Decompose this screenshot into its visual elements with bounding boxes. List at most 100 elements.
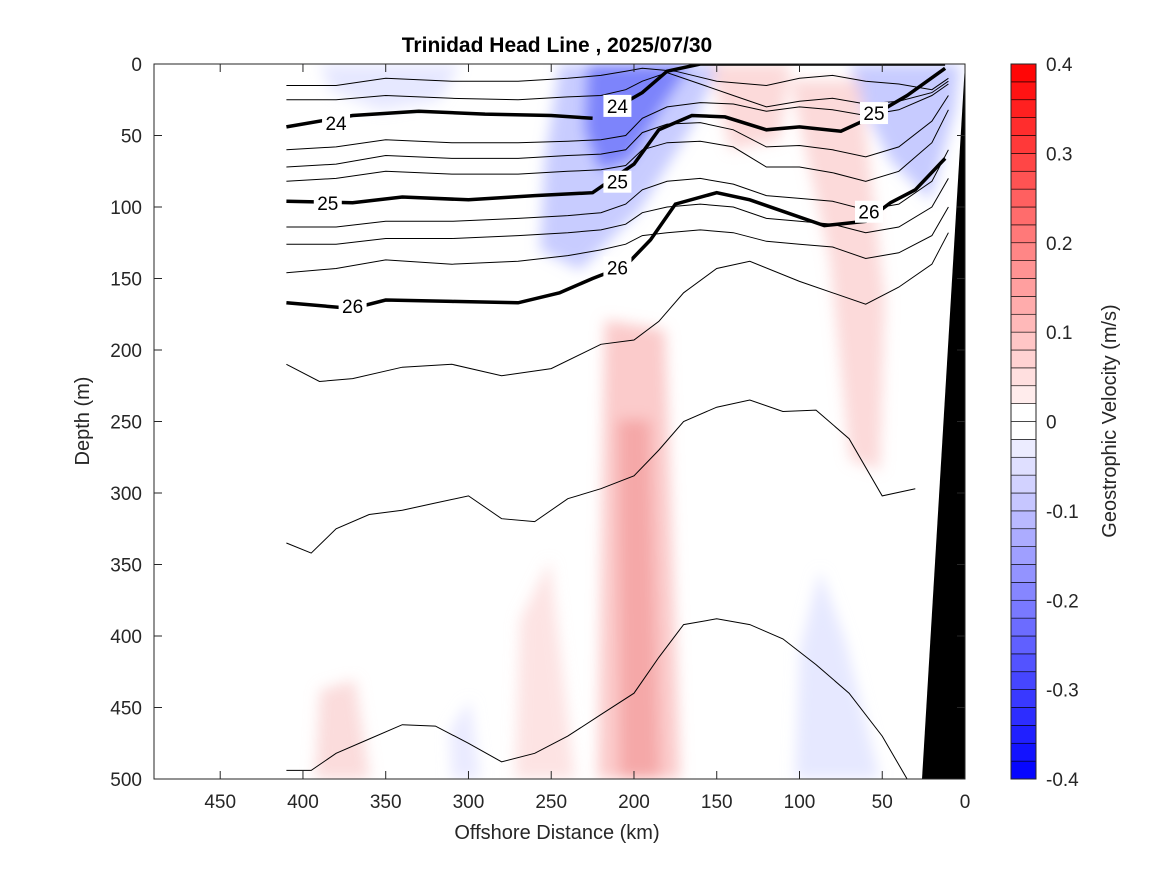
x-axis-label: Offshore Distance (km) <box>454 822 659 844</box>
colorbar-tick-label-6: -0.2 <box>1046 591 1079 612</box>
contour-label-bg-2 <box>313 192 342 215</box>
isopycnal-thin-6 <box>286 178 949 245</box>
colorbar-swatch-20 <box>1010 403 1037 422</box>
colorbar-swatch-28 <box>1010 260 1037 279</box>
colorbar-swatch-38 <box>1010 81 1037 101</box>
colorbar-tick-label-2: 0.2 <box>1046 234 1072 255</box>
isopycnal-thin-3 <box>286 95 949 168</box>
colorbar-swatch-1 <box>1010 742 1037 762</box>
y-tick-label-6: 300 <box>110 484 142 505</box>
contour-label-bg-1 <box>603 94 632 117</box>
isopycnal-thin-8 <box>286 232 949 383</box>
contour-label-1: 24 <box>607 97 629 118</box>
colorbar-swatch-3 <box>1010 707 1037 726</box>
colorbar-tick-label-4: 0 <box>1046 413 1057 434</box>
x-axis: 450 400 350 300 250 200 150 100 50 0 <box>204 64 970 813</box>
contour-label-bg-4 <box>859 102 888 125</box>
colorbar-swatch-11 <box>1010 564 1037 583</box>
y-axis-label: Depth (m) <box>72 377 94 466</box>
y-tick-label-10: 500 <box>110 770 142 791</box>
y-tick-label-8: 400 <box>110 627 142 648</box>
contour-label-0: 24 <box>325 114 347 135</box>
y-tick-label-9: 450 <box>110 699 142 720</box>
x-tick-label-7: 100 <box>784 792 816 813</box>
colorbar-swatch-39 <box>1010 63 1037 83</box>
colorbar-swatch-18 <box>1010 439 1037 458</box>
colorbar-swatch-21 <box>1010 385 1037 404</box>
colorbar-swatch-4 <box>1010 689 1037 708</box>
colorbar-swatch-14 <box>1010 510 1037 530</box>
colorbar: 0.4 0.3 0.2 0.1 0 -0.1 -0.2 -0.3 -0.4 <box>1010 55 1079 791</box>
x-tick-label-6: 150 <box>701 792 733 813</box>
colorbar-swatch-27 <box>1010 278 1037 297</box>
colorbar-swatch-19 <box>1010 421 1037 440</box>
isopycnal-labels: 24 24 25 25 25 26 26 26 <box>313 94 888 318</box>
contour-label-6: 26 <box>607 258 628 279</box>
colorbar-swatch-13 <box>1010 528 1037 547</box>
seafloor-bathymetry <box>922 64 965 779</box>
colorbar-swatch-6 <box>1010 653 1037 673</box>
x-tick-label-4: 250 <box>535 792 567 813</box>
colorbar-swatch-0 <box>1010 760 1037 780</box>
colorbar-swatch-30 <box>1010 224 1037 244</box>
colorbar-swatch-25 <box>1010 313 1037 333</box>
isopycnal-thin-10 <box>286 618 908 779</box>
y-tick-label-3: 150 <box>110 270 142 291</box>
contour-label-2: 25 <box>317 194 338 215</box>
colorbar-swatch-23 <box>1010 349 1037 369</box>
colorbar-swatch-37 <box>1010 99 1037 118</box>
colorbar-swatch-22 <box>1010 367 1037 387</box>
contour-label-bg-5 <box>338 295 367 318</box>
contour-label-bg-6 <box>603 256 632 279</box>
northward-flow-shelf <box>790 80 885 470</box>
y-tick-label-4: 200 <box>110 341 142 362</box>
colorbar-label: Geostrophic Velocity (m/s) <box>1099 304 1121 537</box>
isopycnal-thin-4 <box>286 109 949 182</box>
colorbar-tick-label-3: 0.1 <box>1046 323 1072 344</box>
x-tick-label-0: 450 <box>204 792 236 813</box>
colorbar-tick-label-0: 0.4 <box>1046 55 1073 76</box>
colorbar-swatch-35 <box>1010 135 1037 154</box>
colorbar-swatch-32 <box>1010 188 1037 208</box>
x-tick-label-9: 0 <box>960 792 971 813</box>
colorbar-swatch-7 <box>1010 635 1037 655</box>
colorbar-tick-label-7: -0.3 <box>1046 681 1079 702</box>
colorbar-swatch-5 <box>1010 671 1037 690</box>
colorbar-swatch-31 <box>1010 206 1037 226</box>
y-tick-label-0: 0 <box>131 55 142 76</box>
isopycnal-thin-7 <box>286 206 949 274</box>
chart-title: Trinidad Head Line , 2025/07/30 <box>402 34 712 57</box>
nearshore-southward-flow <box>850 64 960 200</box>
colorbar-swatch-36 <box>1010 117 1037 136</box>
isopycnal-24-1 <box>616 64 946 109</box>
x-tick-label-2: 350 <box>370 792 402 813</box>
x-tick-label-5: 200 <box>618 792 650 813</box>
colorbar-swatch-9 <box>1010 599 1037 619</box>
x-tick-label-8: 50 <box>872 792 893 813</box>
colorbar-swatch-2 <box>1010 725 1037 744</box>
isopycnal-thin-0 <box>286 67 949 91</box>
contour-label-5: 26 <box>342 297 363 318</box>
colorbar-swatch-33 <box>1010 170 1037 190</box>
contour-label-4: 25 <box>863 104 884 125</box>
colorbar-tick-label-5: -0.1 <box>1046 502 1079 523</box>
y-tick-label-5: 250 <box>110 413 142 434</box>
isopycnal-25-2 <box>286 66 947 205</box>
contour-label-bg-7 <box>855 200 884 223</box>
colorbar-swatch-15 <box>1010 492 1037 512</box>
colorbar-swatch-29 <box>1010 242 1037 261</box>
y-axis: 0 50 100 150 200 250 300 350 400 450 500 <box>110 55 965 791</box>
x-tick-label-1: 400 <box>287 792 319 813</box>
colorbar-frame <box>1010 63 1037 780</box>
southward-flow-bottom-left <box>450 700 480 779</box>
contour-label-bg-3 <box>603 170 632 193</box>
colorbar-swatch-17 <box>1010 456 1037 476</box>
x-tick-label-3: 300 <box>453 792 485 813</box>
colorbar-swatch-34 <box>1010 153 1037 172</box>
colorbar-tick-label-1: 0.3 <box>1046 144 1072 165</box>
contour-label-3: 25 <box>607 173 628 194</box>
colorbar-swatch-24 <box>1010 331 1037 351</box>
colorbar-swatch-26 <box>1010 296 1037 315</box>
colorbar-swatch-16 <box>1010 474 1037 494</box>
